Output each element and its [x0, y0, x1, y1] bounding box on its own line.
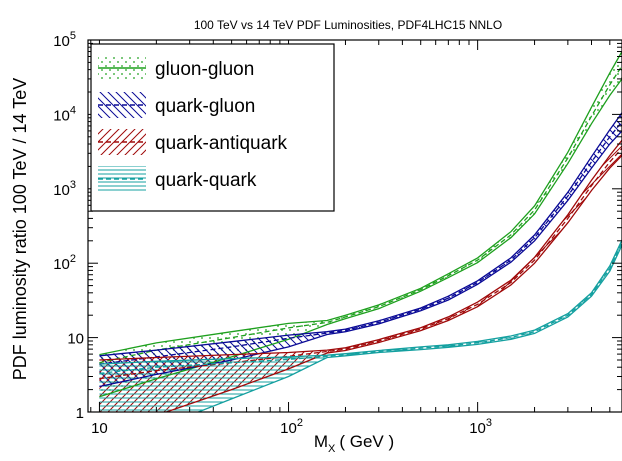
x-axis-label-subscript: X — [328, 443, 336, 455]
quark-gluon-legend-label: quark-gluon — [155, 96, 255, 117]
y-tick-label: 1 — [76, 405, 84, 422]
chart-title: 100 TeV vs 14 TeV PDF Luminosities, PDF4… — [194, 18, 502, 32]
quark-antiquark-central-line — [99, 147, 622, 380]
quark-gluon-upper-edge — [99, 112, 622, 357]
series-curves — [99, 51, 622, 412]
y-tick-label: 10 — [67, 331, 84, 348]
y-tick-label: 105 — [53, 30, 76, 50]
y-tick-label: 104 — [53, 104, 76, 124]
quark-quark-central-line — [99, 242, 622, 375]
quark-antiquark-lower-edge — [164, 155, 622, 412]
quark-quark-legend-label: quark-quark — [155, 170, 257, 191]
x-axis-label-unit: ( GeV ) — [339, 432, 394, 451]
y-axis-label: PDF luminosity ratio 100 TeV / 14 TeV — [10, 78, 30, 380]
x-tick-label: 102 — [280, 417, 303, 437]
y-tick-label: 103 — [53, 179, 76, 199]
quark-quark-band — [99, 240, 622, 412]
x-axis-label-symbol: M — [314, 432, 328, 451]
x-tick-label: 10 — [91, 420, 108, 437]
quark-antiquark-upper-edge — [99, 139, 622, 361]
quark-quark-lower-edge — [196, 244, 622, 412]
axis-tick-labels: 10 102 103 1 10 102 103 104 105 — [53, 30, 492, 437]
quark-gluon-central-line — [99, 121, 622, 365]
quark-antiquark-legend-label: quark-antiquark — [155, 133, 288, 154]
x-axis-label: MX( GeV ) — [314, 432, 394, 455]
plot-frame — [87, 39, 622, 413]
y-tick-label: 102 — [53, 253, 76, 273]
quark-quark-upper-edge — [99, 239, 622, 365]
gluon-gluon-lower-edge — [99, 78, 622, 398]
gluon-gluon-central-line — [99, 65, 622, 364]
x-tick-label: 103 — [469, 417, 492, 437]
gluon-gluon-upper-edge — [99, 51, 622, 356]
legend: gluon-gluon quark-gluon quark-antiquark qua… — [90, 43, 335, 212]
gluon-gluon-legend-label: gluon-gluon — [155, 59, 254, 80]
